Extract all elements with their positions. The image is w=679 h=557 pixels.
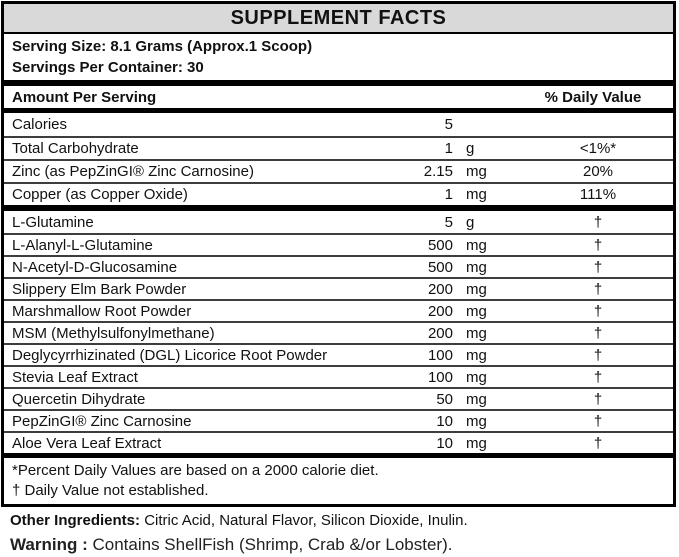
- thick-divider: [4, 80, 673, 86]
- ingredient-unit: mg: [466, 280, 487, 298]
- ingredient-daily-value: 20%: [582, 163, 614, 180]
- table-row: Quercetin Dihydrate 50 mg †: [4, 387, 673, 409]
- ingredient-unit: mg: [466, 346, 487, 364]
- serving-info: Serving Size: 8.1 Grams (Approx.1 Scoop)…: [4, 34, 673, 80]
- table-row: L-Glutamine 5 g †: [4, 211, 673, 233]
- ingredient-amount: 100: [427, 368, 453, 386]
- other-ingredients-line: Other Ingredients: Citric Acid, Natural …: [1, 507, 676, 531]
- ingredient-daily-value: 111%: [579, 186, 617, 203]
- ingredient-unit: mg: [466, 163, 487, 180]
- ingredient-daily-value: †: [593, 280, 603, 298]
- ingredients-section: L-Glutamine 5 g † L-Alanyl-L-Glutamine 5…: [4, 211, 673, 453]
- ingredient-name: Copper (as Copper Oxide): [12, 186, 188, 203]
- ingredient-amount: 5: [444, 213, 453, 231]
- title-bar: SUPPLEMENT FACTS: [4, 4, 673, 34]
- ingredient-name: L-Glutamine: [12, 213, 94, 231]
- table-row: L-Alanyl-L-Glutamine 500 mg †: [4, 233, 673, 255]
- ingredient-daily-value: †: [593, 324, 603, 342]
- ingredient-unit: mg: [466, 302, 487, 320]
- ingredient-name: Zinc (as PepZinGI® Zinc Carnosine): [12, 163, 254, 180]
- ingredient-daily-value: <1%*: [579, 140, 617, 157]
- table-row: Zinc (as PepZinGI® Zinc Carnosine) 2.15 …: [4, 159, 673, 182]
- table-row: Deglycyrrhizinated (DGL) Licorice Root P…: [4, 343, 673, 365]
- ingredient-daily-value: †: [593, 213, 603, 231]
- other-ingredients-label: Other Ingredients:: [10, 512, 141, 529]
- warning-line: Warning : Contains ShellFish (Shrimp, Cr…: [1, 531, 676, 556]
- ingredient-name: PepZinGI® Zinc Carnosine: [12, 412, 192, 430]
- daily-value-footnote: *Percent Daily Values are based on a 200…: [12, 462, 379, 479]
- ingredient-amount: 10: [436, 434, 453, 452]
- ingredient-name: Calories: [12, 116, 68, 133]
- table-row: Copper (as Copper Oxide) 1 mg 111%: [4, 182, 673, 205]
- ingredient-amount: 1: [444, 140, 453, 157]
- ingredient-daily-value: †: [593, 258, 603, 276]
- table-row: Calories 5: [4, 113, 673, 136]
- ingredient-unit: mg: [466, 186, 487, 203]
- ingredient-unit: g: [466, 213, 475, 231]
- ingredient-amount: 500: [427, 236, 453, 254]
- table-row: Aloe Vera Leaf Extract 10 mg †: [4, 431, 673, 453]
- ingredient-name: Stevia Leaf Extract: [12, 368, 138, 386]
- table-row: Total Carbohydrate 1 g <1%*: [4, 136, 673, 159]
- ingredient-name: Total Carbohydrate: [12, 140, 139, 157]
- table-header-row: Amount Per Serving % Daily Value: [4, 86, 673, 108]
- ingredient-amount: 200: [427, 302, 453, 320]
- ingredient-amount: 5: [444, 116, 453, 133]
- ingredient-name: Quercetin Dihydrate: [12, 390, 146, 408]
- ingredient-daily-value: †: [593, 434, 603, 452]
- ingredient-amount: 500: [427, 258, 453, 276]
- ingredient-name: Marshmallow Root Powder: [12, 302, 192, 320]
- ingredient-name: L-Alanyl-L-Glutamine: [12, 236, 153, 254]
- ingredient-unit: mg: [466, 368, 487, 386]
- ingredient-amount: 10: [436, 412, 453, 430]
- ingredient-unit: mg: [466, 412, 487, 430]
- ingredient-daily-value: †: [593, 390, 603, 408]
- dagger-footnote: † Daily Value not established.: [12, 482, 209, 499]
- warning-text: Contains ShellFish (Shrimp, Crab &/or Lo…: [92, 535, 453, 554]
- table-row: Stevia Leaf Extract 100 mg †: [4, 365, 673, 387]
- ingredient-daily-value: †: [593, 412, 603, 430]
- ingredient-unit: mg: [466, 390, 487, 408]
- ingredient-amount: 2.15: [423, 163, 453, 180]
- ingredient-daily-value: †: [593, 346, 603, 364]
- table-row: Slippery Elm Bark Powder 200 mg †: [4, 277, 673, 299]
- servings-per-container-line: Servings Per Container: 30: [12, 59, 204, 76]
- ingredient-daily-value: †: [593, 302, 603, 320]
- warning-label: Warning :: [10, 535, 88, 554]
- ingredient-daily-value: †: [593, 236, 603, 254]
- nutrients-section: Calories 5 Total Carbohydrate 1 g <1%* Z…: [4, 113, 673, 205]
- ingredient-unit: mg: [466, 324, 487, 342]
- ingredient-name: N-Acetyl-D-Glucosamine: [12, 258, 178, 276]
- table-row: PepZinGI® Zinc Carnosine 10 mg †: [4, 409, 673, 431]
- ingredient-amount: 100: [427, 346, 453, 364]
- serving-size-line: Serving Size: 8.1 Grams (Approx.1 Scoop): [12, 38, 313, 55]
- ingredient-amount: 200: [427, 324, 453, 342]
- other-ingredients-text: Citric Acid, Natural Flavor, Silicon Dio…: [144, 512, 468, 529]
- footnotes: *Percent Daily Values are based on a 200…: [4, 458, 673, 504]
- ingredient-name: MSM (Methylsulfonylmethane): [12, 324, 215, 342]
- ingredient-unit: mg: [466, 236, 487, 254]
- table-row: MSM (Methylsulfonylmethane) 200 mg †: [4, 321, 673, 343]
- daily-value-header: % Daily Value: [544, 88, 642, 106]
- thick-divider: [4, 453, 673, 458]
- thick-divider: [4, 205, 673, 211]
- ingredient-daily-value: †: [593, 368, 603, 386]
- ingredient-amount: 1: [444, 186, 453, 203]
- ingredient-name: Aloe Vera Leaf Extract: [12, 434, 162, 452]
- page-title: SUPPLEMENT FACTS: [230, 6, 447, 29]
- ingredient-name: Slippery Elm Bark Powder: [12, 280, 187, 298]
- facts-box: SUPPLEMENT FACTS Serving Size: 8.1 Grams…: [1, 1, 676, 507]
- ingredient-amount: 50: [436, 390, 453, 408]
- ingredient-amount: 200: [427, 280, 453, 298]
- thick-divider: [4, 108, 673, 113]
- ingredient-unit: mg: [466, 434, 487, 452]
- table-row: N-Acetyl-D-Glucosamine 500 mg †: [4, 255, 673, 277]
- ingredient-unit: g: [466, 140, 475, 157]
- ingredient-name: Deglycyrrhizinated (DGL) Licorice Root P…: [12, 346, 328, 364]
- ingredient-unit: mg: [466, 258, 487, 276]
- amount-per-serving-header: Amount Per Serving: [12, 88, 157, 106]
- table-row: Marshmallow Root Powder 200 mg †: [4, 299, 673, 321]
